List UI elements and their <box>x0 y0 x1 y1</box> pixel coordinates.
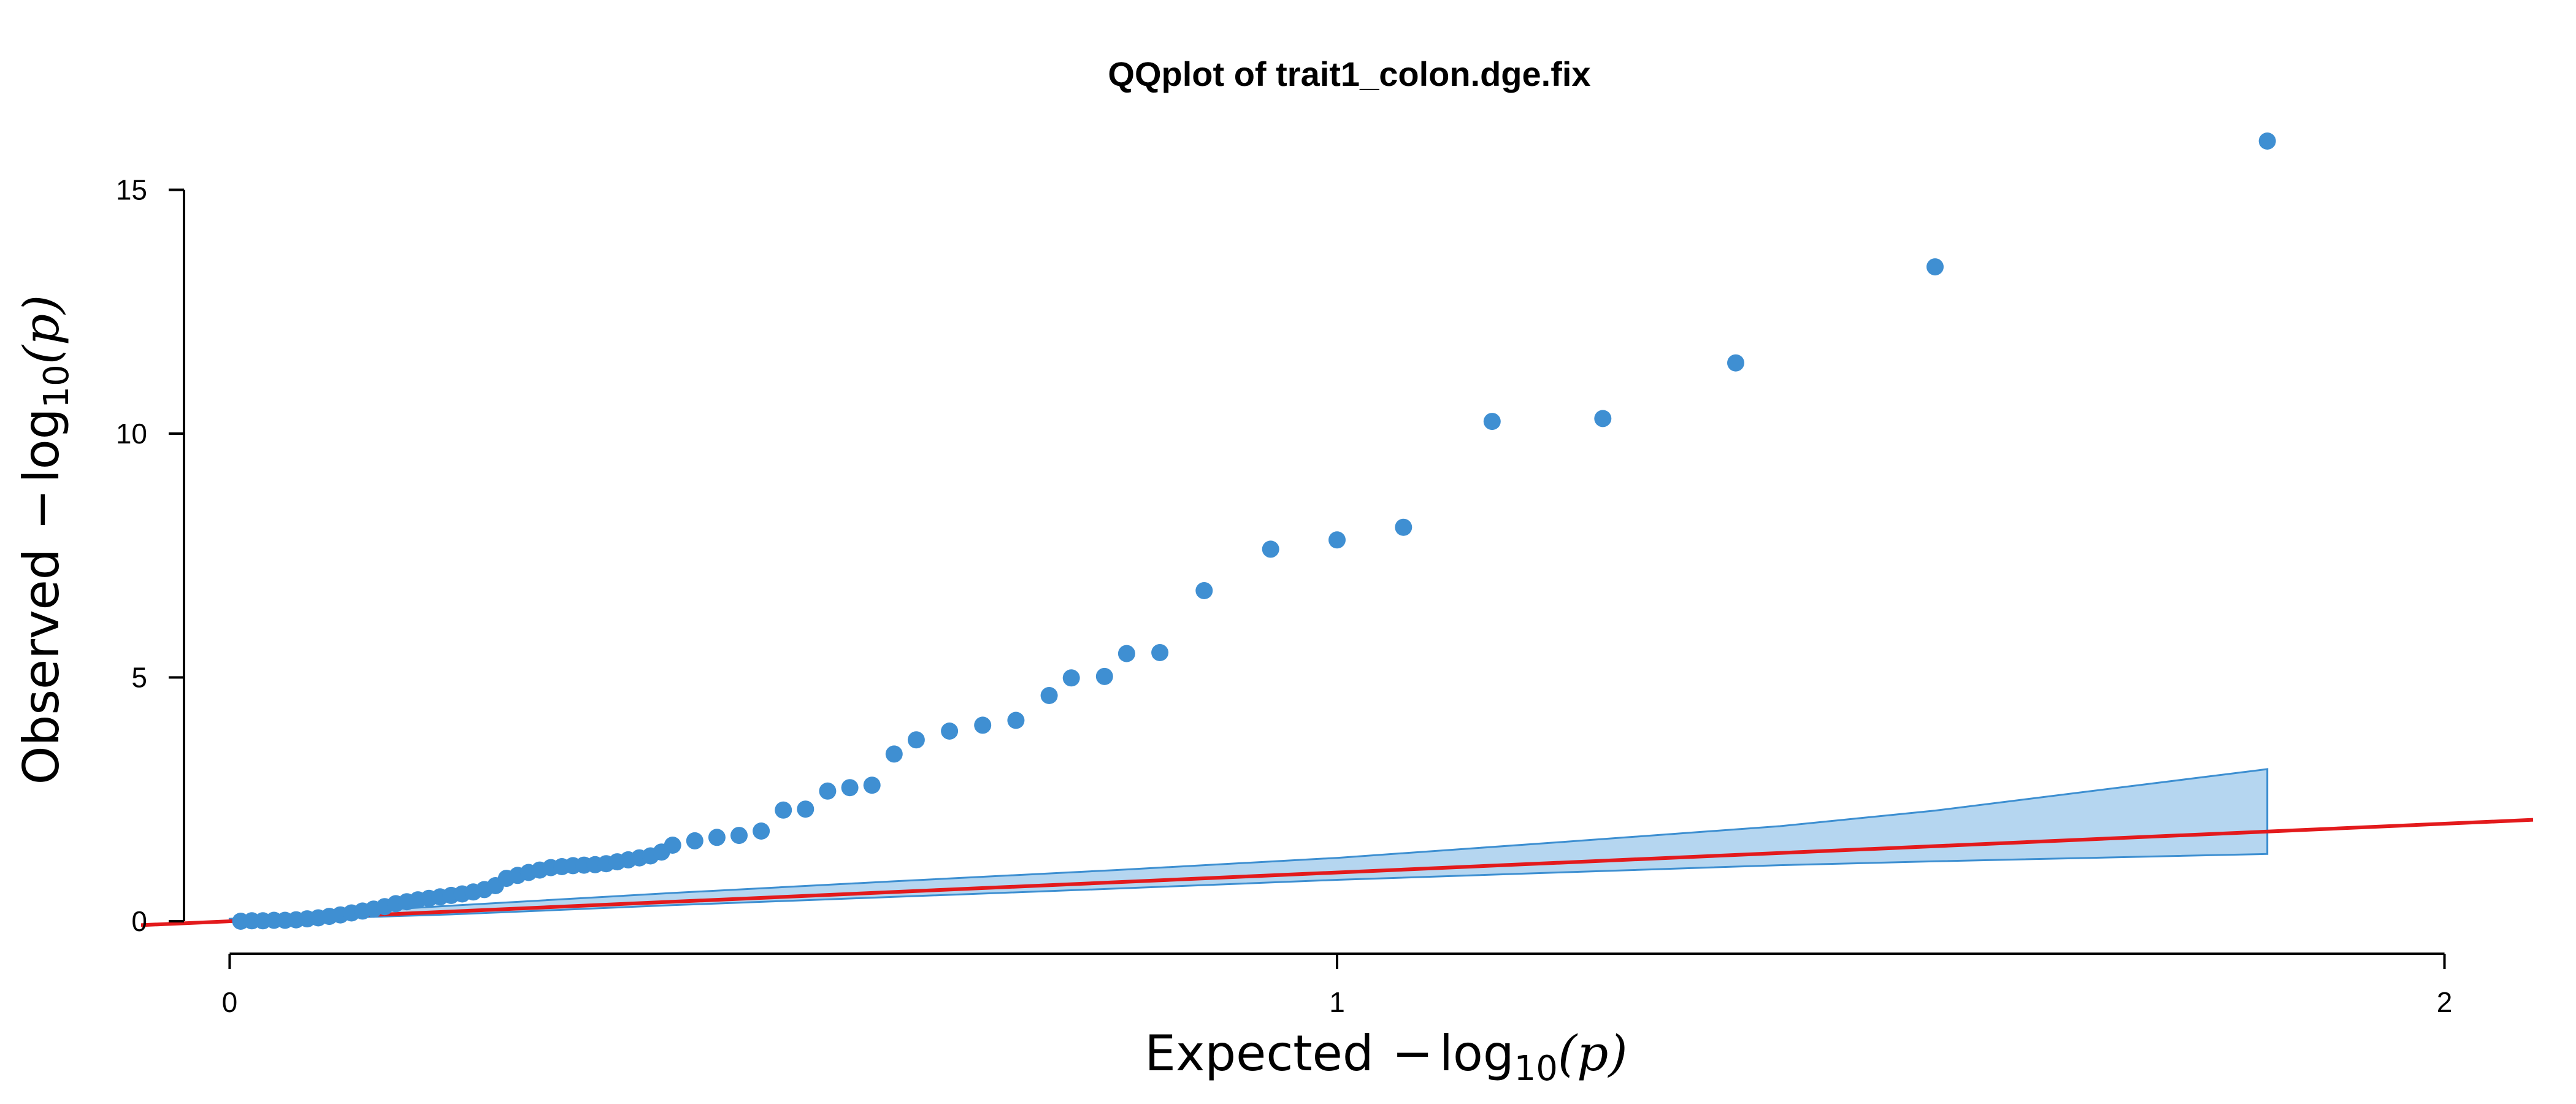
data-point <box>1117 645 1135 662</box>
y-axis-label-arg: (p) <box>13 295 70 365</box>
data-point <box>708 829 726 846</box>
data-point <box>1195 582 1213 599</box>
data-point <box>1328 531 1346 549</box>
data-point <box>841 779 859 797</box>
data-point <box>1095 667 1113 685</box>
data-point <box>1594 410 1612 427</box>
data-point <box>1727 354 1744 372</box>
data-point <box>1395 518 1413 536</box>
y-tick-label: 5 <box>131 662 147 694</box>
reference-line <box>140 818 2534 927</box>
x-tick-label: 2 <box>2437 986 2453 1018</box>
data-point <box>1040 687 1058 704</box>
data-point <box>885 745 903 763</box>
x-axis-label: Expected − log10(p) <box>1144 1025 1627 1089</box>
data-point <box>1062 669 1080 687</box>
y-axis-label: Observed − log10(p) <box>13 295 77 785</box>
data-point <box>941 723 959 740</box>
x-axis-label-sub: 10 <box>1514 1049 1558 1089</box>
data-point <box>1007 711 1025 729</box>
data-point <box>797 800 815 818</box>
data-point <box>753 822 770 840</box>
data-points <box>232 132 2276 930</box>
data-point <box>907 731 925 749</box>
data-point <box>775 801 792 819</box>
y-axis: 0 5 10 15 <box>116 174 185 937</box>
data-point <box>1926 258 1944 276</box>
y-tick-label: 15 <box>116 174 147 206</box>
x-axis-label-func: log <box>1439 1025 1514 1082</box>
y-axis-label-minus: − <box>13 489 70 530</box>
data-point <box>1151 644 1169 661</box>
data-point <box>2258 132 2276 150</box>
data-point <box>974 716 992 734</box>
data-point <box>819 782 837 800</box>
data-point <box>863 776 881 794</box>
y-axis-label-prefix: Observed <box>13 549 70 785</box>
x-axis-label-prefix: Expected <box>1144 1025 1373 1082</box>
data-point <box>664 837 681 854</box>
y-tick-label: 10 <box>116 418 147 450</box>
confidence-band <box>228 768 2269 922</box>
x-axis: 0 1 2 <box>222 953 2453 1018</box>
data-point <box>686 832 703 849</box>
data-point <box>1262 540 1279 558</box>
x-axis-label-minus: − <box>1392 1025 1433 1082</box>
data-point <box>1483 413 1501 431</box>
x-tick-label: 1 <box>1329 986 1345 1018</box>
x-axis-label-arg: (p) <box>1558 1025 1628 1082</box>
plot-area <box>140 132 2534 930</box>
chart-title: QQplot of trait1_colon.dge.fix <box>1108 55 1590 93</box>
y-axis-label-func: log <box>13 408 70 483</box>
y-tick-label: 0 <box>131 905 147 937</box>
y-axis-label-sub: 10 <box>37 364 77 408</box>
data-point <box>730 827 748 845</box>
x-tick-label: 0 <box>222 986 238 1018</box>
